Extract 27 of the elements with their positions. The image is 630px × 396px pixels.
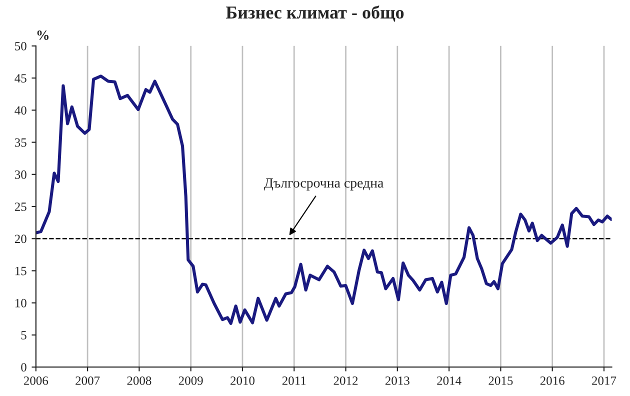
x-tick-label: 2017 xyxy=(592,376,616,385)
line-series xyxy=(36,74,612,325)
y-tick-label: 40 xyxy=(14,106,26,115)
x-tick-label: 2016 xyxy=(540,376,564,385)
x-tick-label: 2010 xyxy=(230,376,255,385)
x-tick-label: 2007 xyxy=(76,376,100,385)
x-tick-label: 2009 xyxy=(178,376,203,385)
y-tick-label: 10 xyxy=(15,298,26,308)
y-tick-label: 35 xyxy=(14,138,26,147)
x-tick-label: 2011 xyxy=(282,376,306,385)
y-tick-label: 30 xyxy=(14,170,26,179)
x-tick-label: 2015 xyxy=(488,376,513,385)
y-tick-label: 0 xyxy=(21,363,26,372)
y-tick-label: 20 xyxy=(14,234,26,244)
x-tick-label: 2012 xyxy=(334,376,358,385)
x-tick-label: 2008 xyxy=(127,376,152,385)
y-tick-label: 45 xyxy=(14,74,26,83)
y-tick-label: 5 xyxy=(21,331,26,340)
y-tick-label: 15 xyxy=(15,266,26,276)
ref-line-label: Дългосрочна средна xyxy=(264,178,384,190)
y-tick-label: 25 xyxy=(14,202,26,211)
y-axis-title: % xyxy=(37,30,48,40)
x-tick-label: 2013 xyxy=(385,376,410,385)
x-tick-label: 2014 xyxy=(437,376,462,385)
chart-title: Бизнес климат - общо xyxy=(226,6,404,22)
x-tick-label: 2006 xyxy=(24,376,48,385)
y-tick-label: 50 xyxy=(15,42,26,50)
